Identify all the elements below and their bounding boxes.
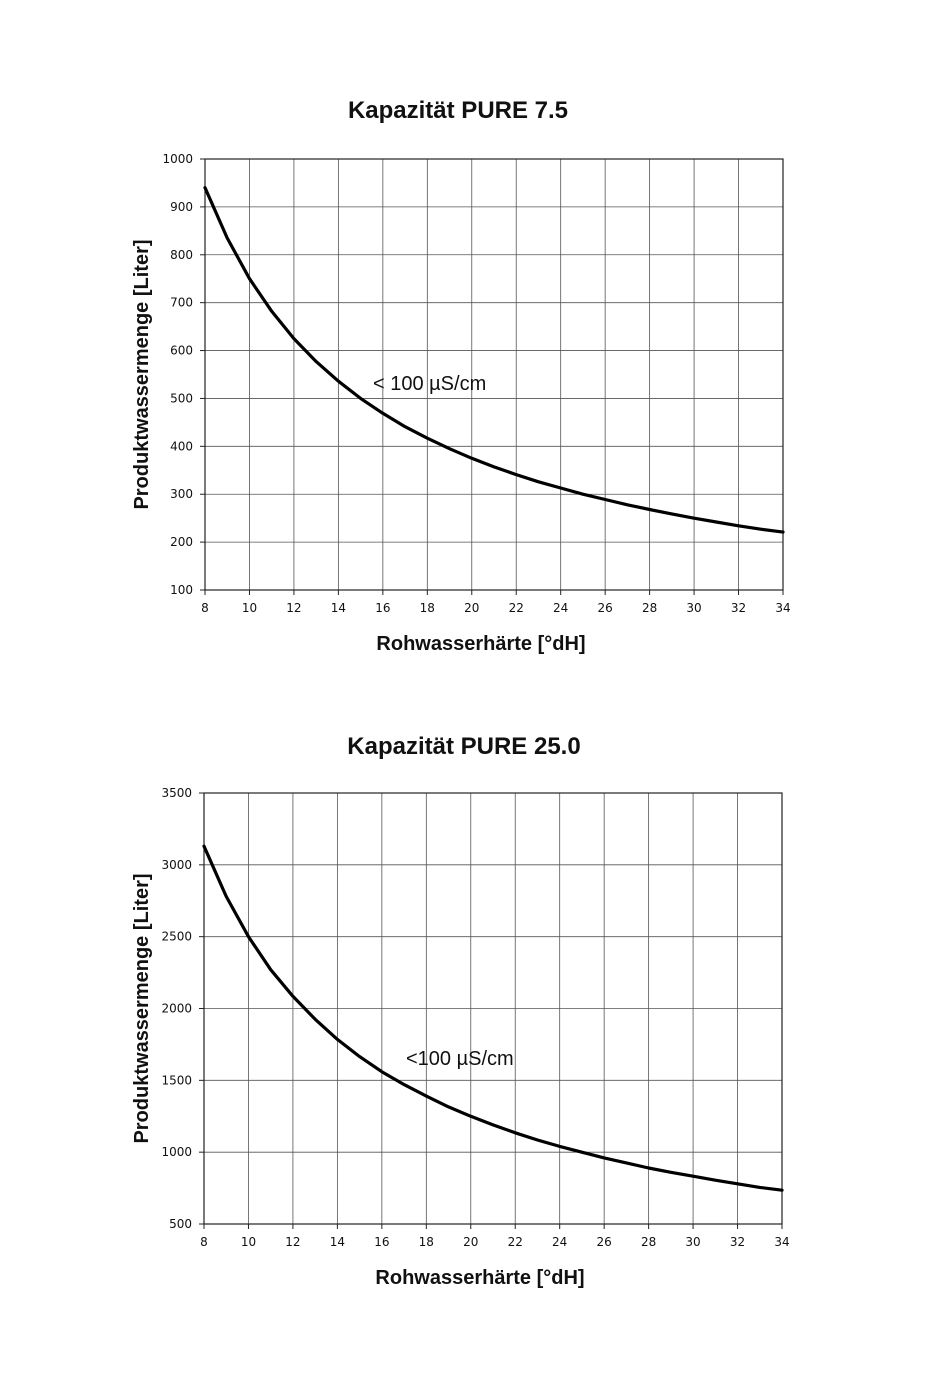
x-tick-label: 12 <box>285 1235 300 1249</box>
x-tick-label: 10 <box>241 1235 256 1249</box>
x-axis-label: Rohwasserhärte [°dH] <box>375 1267 584 1289</box>
chart-title: Kapazität PURE 7.5 <box>348 97 568 124</box>
x-tick-label: 14 <box>331 601 346 615</box>
series-line <box>203 186 785 534</box>
x-tick-label: 18 <box>420 601 435 615</box>
y-tick-label: 700 <box>170 296 193 310</box>
x-tick-label: 34 <box>774 1235 789 1249</box>
x-tick-label: 8 <box>201 601 209 615</box>
plot-frame <box>204 158 784 591</box>
y-tick-label: 600 <box>170 344 193 358</box>
y-axis-label: Produktwassermenge [Liter] <box>131 873 153 1143</box>
x-tick-label: 10 <box>242 601 257 615</box>
y-tick-label: 800 <box>170 248 193 262</box>
x-tick-label: 12 <box>286 601 301 615</box>
y-tick-label: 200 <box>170 535 193 549</box>
x-tick-label: 14 <box>330 1235 345 1249</box>
x-tick-label: 18 <box>419 1235 434 1249</box>
x-tick-label: 24 <box>552 1235 567 1249</box>
grid <box>203 792 783 1225</box>
y-tick-label: 500 <box>169 1217 192 1231</box>
grid <box>204 158 784 591</box>
x-tick-label: 16 <box>375 601 390 615</box>
x-tick-label: 20 <box>463 1235 478 1249</box>
annotation-label: <100 µS/cm <box>406 1048 514 1070</box>
y-tick-label: 2500 <box>161 930 192 944</box>
x-tick-label: 8 <box>200 1235 208 1249</box>
y-tick-label: 300 <box>170 487 193 501</box>
y-tick-label: 1000 <box>162 152 193 166</box>
y-tick-label: 500 <box>170 391 193 405</box>
x-tick-label: 30 <box>686 601 701 615</box>
x-tick-label: 26 <box>597 1235 612 1249</box>
x-tick-label: 24 <box>553 601 568 615</box>
series-line <box>202 844 784 1192</box>
x-tick-label: 28 <box>642 601 657 615</box>
x-tick-label: 30 <box>685 1235 700 1249</box>
x-tick-label: 16 <box>374 1235 389 1249</box>
y-tick-label: 400 <box>170 439 193 453</box>
y-tick-label: 100 <box>170 583 193 597</box>
y-tick-label: 900 <box>170 200 193 214</box>
x-tick-label: 32 <box>731 601 746 615</box>
annotation-label: < 100 µS/cm <box>373 373 486 395</box>
x-tick-label: 20 <box>464 601 479 615</box>
y-tick-label: 1000 <box>161 1145 192 1159</box>
x-tick-label: 28 <box>641 1235 656 1249</box>
y-tick-label: 3500 <box>161 786 192 800</box>
y-tick-label: 1500 <box>161 1073 192 1087</box>
y-tick-label: 2000 <box>161 1002 192 1016</box>
x-tick-label: 22 <box>508 1235 523 1249</box>
y-tick-label: 3000 <box>161 858 192 872</box>
x-tick-label: 26 <box>598 601 613 615</box>
y-axis-label: Produktwassermenge [Liter] <box>131 239 153 509</box>
x-axis-label: Rohwasserhärte [°dH] <box>376 633 585 655</box>
chart-pure-25-0: Kapazität PURE 25.0 8 10 12 14 16 18 20 22 24 26 28… <box>131 733 790 1289</box>
x-tick-label: 22 <box>509 601 524 615</box>
x-tick-label: 34 <box>775 601 790 615</box>
chart-title: Kapazität PURE 25.0 <box>347 733 580 760</box>
chart-pure-7-5: Kapazität PURE 7.5 8 10 12 14 16 18 20 22 24 26 28 3… <box>131 97 791 655</box>
x-tick-label: 32 <box>730 1235 745 1249</box>
